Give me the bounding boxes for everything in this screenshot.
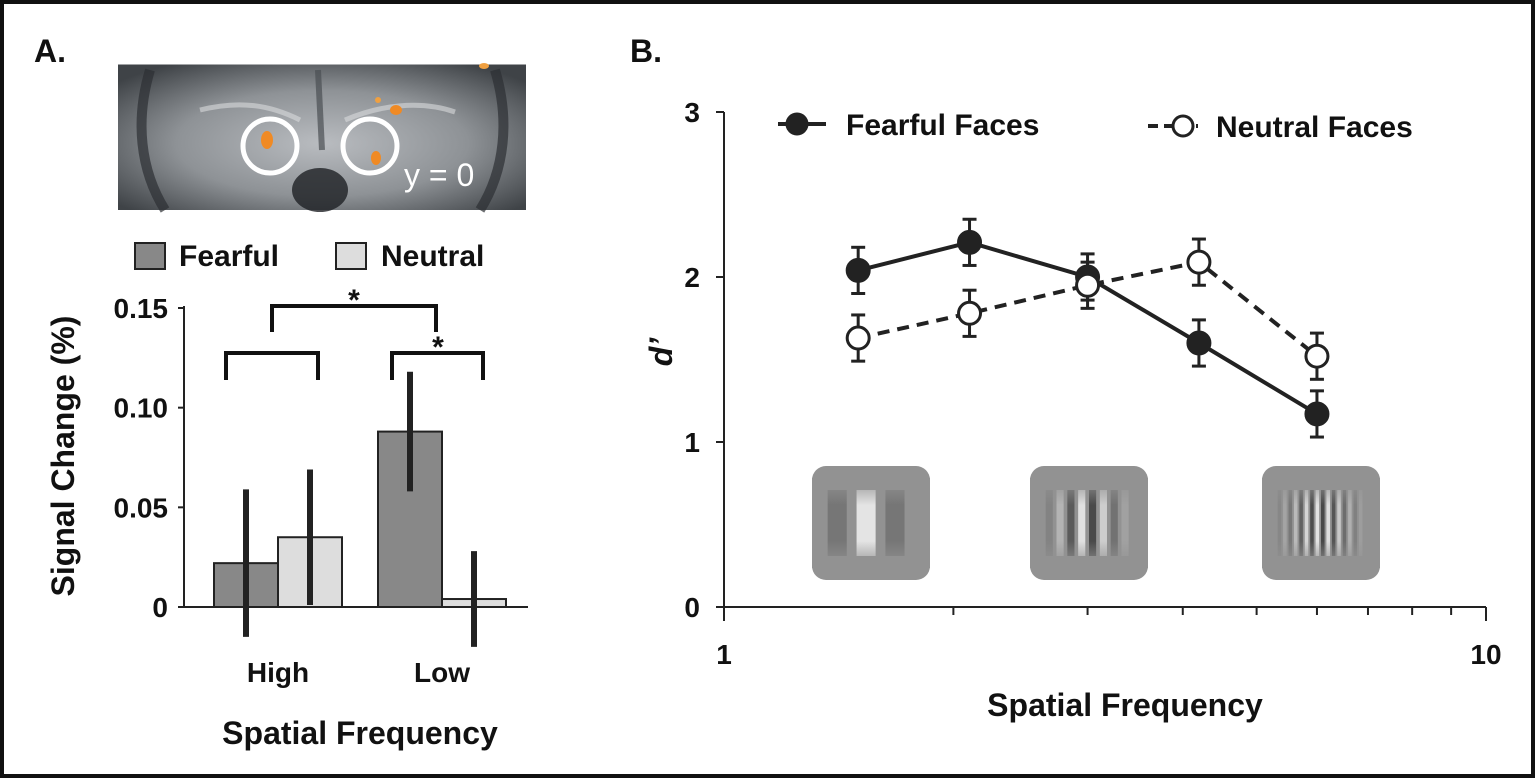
y-tick-label-2: 0.10	[114, 393, 169, 424]
x-tick-label-10: 10	[1470, 639, 1501, 670]
panel-b-label: B.	[630, 33, 662, 69]
y-tick-label-0: 0	[684, 592, 700, 623]
x-axis-title: Spatial Frequency	[222, 715, 498, 751]
activation-left	[261, 131, 273, 149]
legend-label-neutral: Neutral Faces	[1216, 111, 1413, 144]
x-tick-label-low: Low	[414, 657, 470, 688]
y-tick-label-1: 1	[684, 427, 700, 458]
legend-swatch-fearful	[134, 242, 166, 270]
stimulus-fade	[812, 478, 930, 568]
data-point-fearful	[1186, 330, 1212, 356]
data-point-neutral	[1186, 249, 1212, 275]
y-tick-label-3: 3	[684, 97, 700, 128]
stimulus-low-frequency-grating	[812, 466, 930, 580]
data-point-neutral	[1075, 272, 1101, 298]
roi-circle-left	[240, 116, 300, 176]
stimulus-fade	[1030, 478, 1148, 568]
bracket-low	[390, 351, 485, 380]
legend-marker-neutral	[1171, 114, 1195, 138]
y-tick-label-2: 2	[684, 262, 700, 293]
y-tick-label-0: 0	[152, 592, 168, 623]
data-point-neutral	[957, 300, 983, 326]
y-tick-label-3: 0.15	[114, 293, 169, 324]
y-tick-label-1: 0.05	[114, 492, 169, 523]
stimulus-fade	[1262, 478, 1380, 568]
legend-label-fearful: Fearful	[179, 240, 279, 273]
roi-circle-right	[340, 116, 400, 176]
legend-label-fearful: Fearful Faces	[846, 109, 1039, 142]
brain-slice-label: y = 0	[404, 157, 474, 193]
legend-label-neutral: Neutral	[381, 240, 484, 273]
line-legend: Fearful Faces Neutral Faces	[778, 109, 1413, 144]
bracket-high	[224, 351, 320, 380]
panel-a-label: A.	[34, 33, 66, 69]
legend-marker-fearful	[785, 112, 809, 136]
data-point-neutral	[845, 325, 871, 351]
significance-star-low: *	[432, 331, 444, 364]
data-point-fearful	[1304, 401, 1330, 427]
data-point-neutral	[1304, 343, 1330, 369]
legend-swatch-neutral	[335, 242, 367, 270]
bar-chart: High Low 0 0.05 0.10 0.15 Signal Change (%) Spa…	[45, 284, 528, 751]
data-point-fearful	[957, 229, 983, 255]
y-axis-title: Signal Change (%)	[45, 316, 81, 597]
activation-right	[371, 151, 381, 165]
stimulus-high-frequency-grating	[1262, 466, 1380, 580]
x-tick-label-1: 1	[716, 639, 732, 670]
x-tick-label-high: High	[247, 657, 309, 688]
bar-legend: Fearful Neutral	[134, 240, 484, 273]
x-axis-title: Spatial Frequency	[987, 687, 1263, 723]
stimulus-mid-frequency-grating	[1030, 466, 1148, 580]
y-axis-title: d’	[643, 337, 679, 367]
brain-slice-image: y = 0	[118, 61, 526, 213]
bracket-between	[270, 304, 438, 332]
significance-star-between: *	[348, 284, 360, 317]
data-point-fearful	[845, 257, 871, 283]
